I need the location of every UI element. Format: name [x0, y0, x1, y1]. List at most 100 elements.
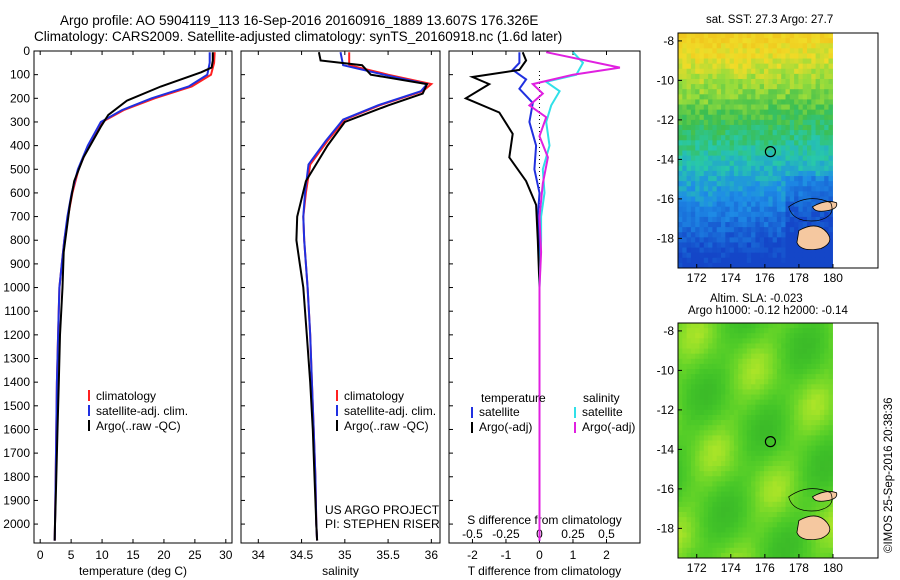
sla-map-cell: [678, 527, 683, 533]
sst-map-cell: [738, 73, 743, 80]
sla-map-cell: [785, 501, 791, 508]
sla-map-cell: [742, 455, 748, 462]
sla-map-cell: [772, 506, 778, 513]
sla-map-cell: [699, 440, 705, 447]
sla-map-cell: [699, 394, 705, 401]
sla-map-cell: [678, 552, 683, 559]
sst-map-cell: [742, 114, 748, 121]
sla-map-cell: [725, 409, 730, 416]
sla-map-cell: [690, 537, 696, 544]
sla-map-cell: [764, 512, 769, 518]
sst-map-cell: [742, 150, 748, 157]
sst-map-cell: [798, 68, 804, 75]
sst-map-cell: [721, 262, 726, 269]
sla-map-cell: [824, 333, 829, 339]
sla-map-cell: [811, 440, 816, 447]
sla-map-cell: [785, 353, 791, 360]
sla-map-cell: [733, 425, 739, 431]
sla-map-cell: [802, 552, 808, 559]
sla-map-cell: [789, 512, 795, 518]
sst-map-cell: [725, 150, 730, 157]
sst-map-cell: [712, 196, 718, 202]
sst-map-cell: [764, 170, 769, 177]
sst-map-cell: [759, 119, 765, 126]
sst-map-cell: [751, 140, 756, 146]
sla-map-cell: [738, 374, 743, 380]
sla-map-cell: [733, 379, 739, 385]
sst-map-cell: [678, 186, 683, 192]
sst-map-cell: [781, 38, 786, 44]
legend-label: climatology: [344, 389, 404, 403]
sst-map-cell: [682, 89, 687, 95]
sst-map-cell: [776, 135, 782, 141]
sst-map-cell: [738, 170, 743, 177]
sst-map-cell: [729, 99, 735, 105]
sst-map-cell: [781, 211, 786, 218]
sst-map-cell: [759, 222, 765, 228]
sst-map-cell: [759, 48, 765, 54]
sla-map-cell: [682, 389, 687, 395]
sst-map-cell: [742, 89, 748, 95]
sla-map-cell: [721, 363, 726, 370]
sst-map-cell: [811, 196, 816, 202]
sst-map-cell: [755, 155, 761, 162]
sla-map-cell: [742, 409, 748, 416]
sla-map-cell: [781, 409, 786, 416]
sla-map-cell: [695, 394, 700, 401]
sst-map-cell: [738, 165, 743, 172]
sla-map-cell: [712, 445, 718, 452]
sst-map-cell: [807, 150, 812, 157]
sla-map-cell: [819, 476, 825, 482]
sla-map-cell: [785, 323, 791, 329]
sst-map-cell: [819, 38, 825, 44]
sst-map-cell: [716, 232, 722, 238]
sst-map-cell: [768, 58, 773, 65]
sst-map-cell: [695, 191, 700, 197]
sst-map-cell: [759, 114, 765, 121]
sst-map-cell: [742, 206, 748, 213]
sst-map-cell: [776, 160, 782, 167]
sla-map-cell: [815, 455, 821, 462]
sst-map-cell: [682, 58, 687, 65]
sst-map-cell: [712, 206, 718, 213]
sst-map-cell: [716, 140, 722, 146]
sst-map-cell: [755, 114, 761, 121]
sla-map-cell: [772, 547, 778, 554]
sst-map-cell: [682, 227, 687, 233]
sst-map-cell: [721, 135, 726, 141]
sla-map-cell: [772, 394, 778, 401]
sst-map-cell: [798, 165, 804, 172]
sst-map-cell: [699, 124, 705, 131]
sst-map-cell: [776, 63, 782, 70]
sla-map-cell: [789, 323, 795, 329]
sst-map-cell: [695, 119, 700, 126]
sla-map-cell: [764, 476, 769, 482]
sst-map-cell: [824, 140, 829, 146]
sla-map-cell: [759, 399, 765, 406]
sst-map-cell: [699, 78, 705, 85]
sst-map-cell: [746, 196, 752, 202]
sla-map-cell: [824, 506, 829, 513]
sst-map-cell: [690, 242, 696, 248]
sla-map-cell: [828, 333, 834, 339]
sla-map-cell: [819, 363, 825, 370]
sla-map-cell: [772, 368, 778, 375]
sla-map-cell: [738, 466, 743, 472]
sst-map-cell: [721, 150, 726, 157]
sla-map-cell: [682, 343, 687, 349]
sst-map-cell: [798, 211, 804, 218]
sla-map-cell: [742, 333, 748, 339]
sst-map-cell: [725, 237, 730, 243]
sst-map-cell: [729, 140, 735, 146]
sst-map-cell: [764, 78, 769, 85]
sla-map-cell: [746, 547, 752, 554]
sst-map-cell: [746, 99, 752, 105]
sla-map-cell: [828, 476, 834, 482]
sla-map-cell: [794, 323, 799, 329]
sst-map-cell: [759, 43, 765, 49]
sst-map-cell: [733, 216, 739, 223]
sst-map-cell: [807, 63, 812, 70]
sla-map-cell: [755, 414, 761, 421]
sla-map-cell: [819, 440, 825, 447]
sst-map-cell: [695, 84, 700, 90]
